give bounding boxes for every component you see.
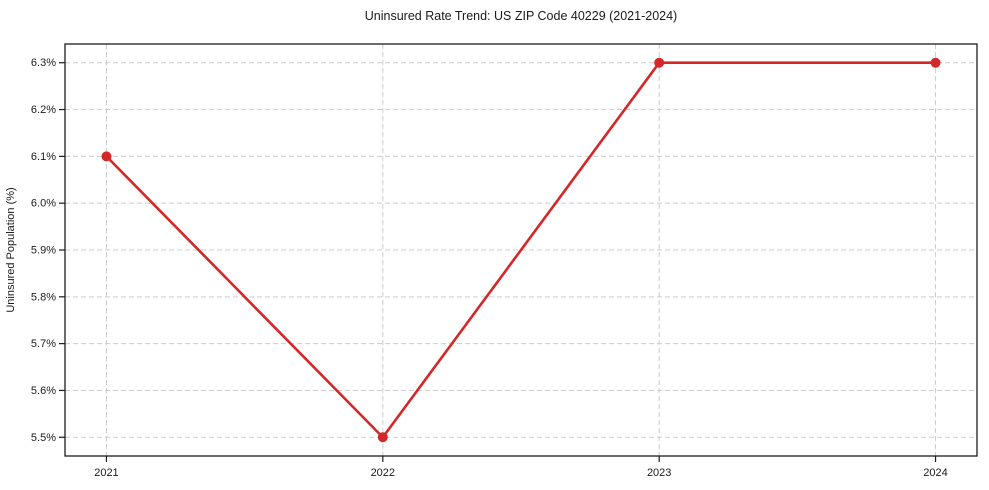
y-tick-label: 5.8% [31, 291, 56, 303]
axis-tick-labels: 5.5% 5.6% 5.7% 5.8% 5.9% 6.0% 6.1% 6.2% 6.3% 2021… [31, 57, 948, 479]
data-point-marker [654, 57, 665, 68]
y-tick-label: 6.0% [31, 198, 56, 210]
x-tick-label: 2024 [923, 467, 947, 479]
y-tick-label: 6.2% [31, 104, 56, 116]
y-tick-label: 5.6% [31, 385, 56, 397]
y-tick-label: 5.9% [31, 245, 56, 257]
data-point-marker [101, 151, 112, 162]
series-line-layer [101, 57, 941, 443]
series-line [105, 61, 937, 439]
y-tick-label: 5.7% [31, 338, 56, 350]
gridlines [65, 44, 977, 456]
axis-ticks [59, 62, 937, 462]
data-point-marker [930, 57, 941, 68]
y-tick-label: 6.1% [31, 151, 56, 163]
y-axis-title: Uninsured Population (%) [5, 187, 17, 312]
x-tick-label: 2021 [94, 467, 118, 479]
y-tick-label: 6.3% [31, 57, 56, 69]
data-point-marker [377, 432, 388, 443]
x-tick-label: 2023 [647, 467, 671, 479]
x-tick-label: 2022 [371, 467, 395, 479]
y-tick-label: 5.5% [31, 432, 56, 444]
chart-title: Uninsured Rate Trend: US ZIP Code 40229 … [365, 9, 677, 23]
